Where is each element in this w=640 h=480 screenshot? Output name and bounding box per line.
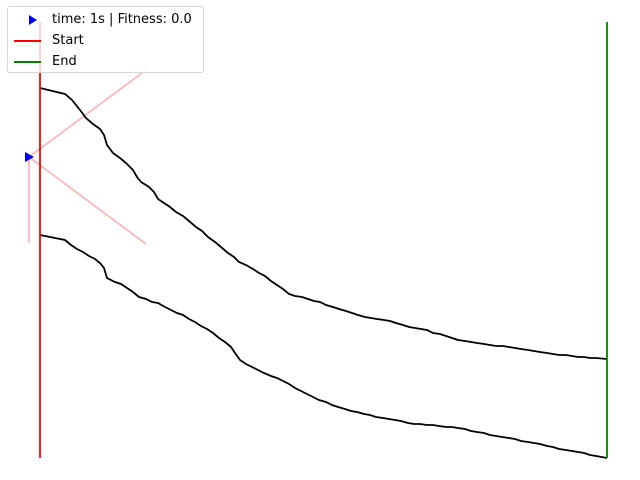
- legend-label-start: Start: [52, 33, 84, 48]
- legend-item-agent: time: 1s | Fitness: 0.0: [8, 10, 203, 30]
- legend-label-agent: time: 1s | Fitness: 0.0: [52, 12, 192, 27]
- green-line-icon: [14, 61, 41, 63]
- legend-item-start: Start: [8, 31, 203, 51]
- agent-marker: [25, 152, 34, 162]
- track-lower-boundary: [39, 234, 608, 459]
- legend-item-end: End: [8, 52, 203, 72]
- legend-label-end: End: [52, 54, 77, 69]
- legend: time: 1s | Fitness: 0.0 Start End: [7, 6, 204, 73]
- track-upper-boundary: [39, 87, 608, 360]
- play-triangle-icon: [29, 15, 37, 25]
- sensor-ray-upper: [28, 69, 147, 158]
- sensor-rays: [28, 69, 147, 245]
- red-line-icon: [14, 40, 41, 42]
- sensor-ray-lower: [28, 156, 147, 245]
